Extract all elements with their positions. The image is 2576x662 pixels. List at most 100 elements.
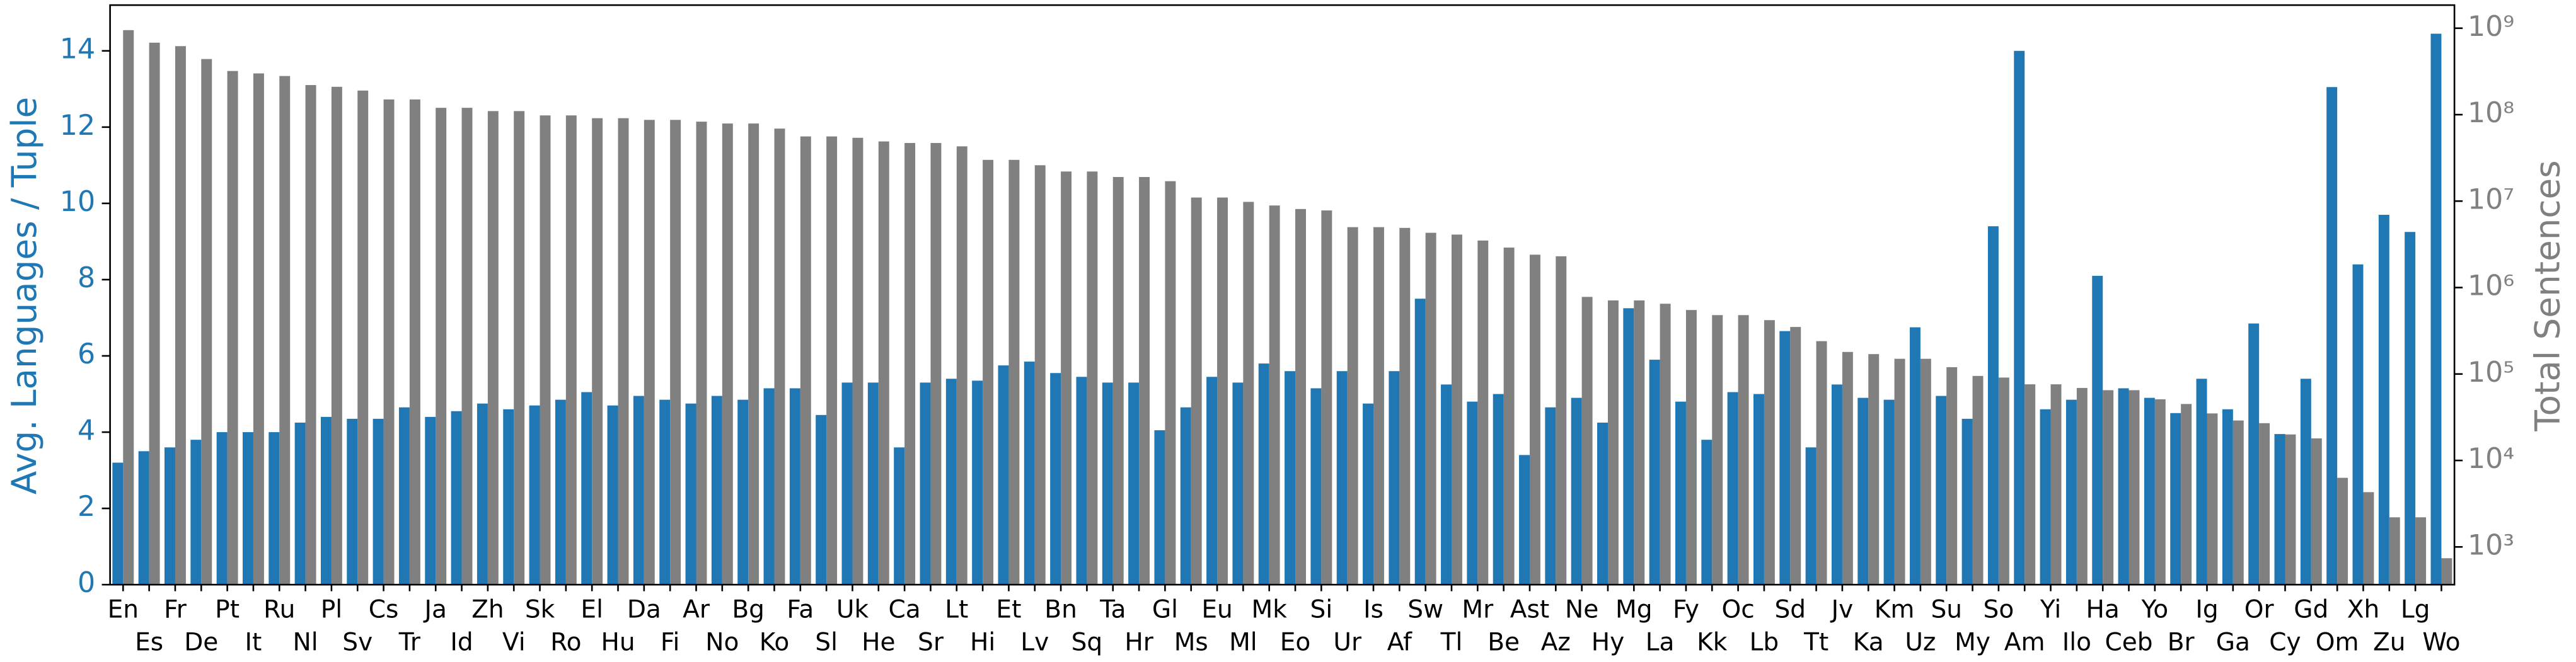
bar <box>1701 440 1713 585</box>
bar <box>644 120 655 585</box>
bar <box>540 115 551 585</box>
x-tick-label: Ru <box>263 595 295 624</box>
x-tick-label: Ro <box>550 629 581 657</box>
x-tick-label: Br <box>2168 629 2195 657</box>
bar <box>2014 50 2025 585</box>
bar <box>1087 171 1098 585</box>
bar <box>2128 390 2140 585</box>
bar <box>1581 297 1593 585</box>
bar <box>1868 354 1880 585</box>
x-tick-label: Id <box>450 629 473 657</box>
bar <box>1243 202 1254 585</box>
bar <box>1545 407 1556 585</box>
bar <box>2300 379 2311 585</box>
bar <box>1790 327 1801 585</box>
x-tick-label: Ko <box>760 629 790 657</box>
bar <box>529 405 540 585</box>
bar <box>1529 254 1540 585</box>
bar <box>1519 455 1530 585</box>
bar <box>2181 404 2192 585</box>
x-tick-label: Sw <box>1407 595 1443 624</box>
bar <box>2352 264 2364 585</box>
bar <box>1961 418 1973 585</box>
x-tick-label: Ga <box>2216 629 2250 657</box>
x-tick-label: Vi <box>502 629 526 657</box>
bar <box>852 137 863 585</box>
bar <box>357 90 369 585</box>
bar <box>1894 358 1905 585</box>
bar <box>956 146 967 585</box>
bar <box>878 141 889 585</box>
bar <box>398 407 410 585</box>
bar <box>2274 434 2285 585</box>
bar <box>945 379 957 585</box>
bar <box>998 365 1009 585</box>
x-tick-label: Ml <box>1229 629 1257 657</box>
x-tick-label: Ur <box>1333 629 1362 657</box>
x-tick-label: Mk <box>1252 595 1288 624</box>
bar <box>242 432 253 585</box>
bar <box>1493 394 1504 585</box>
bar <box>1987 226 1999 585</box>
x-tick-label: Or <box>2244 595 2275 624</box>
y-tick-label: 0 <box>78 567 95 599</box>
bar <box>1685 310 1697 585</box>
bar <box>1034 165 1046 585</box>
bar <box>659 399 671 585</box>
x-tick-label: Is <box>1363 595 1383 624</box>
bar <box>2337 477 2348 585</box>
bar <box>2285 434 2296 585</box>
x-tick-label: Mr <box>1462 595 1494 624</box>
x-tick-label: Bn <box>1044 595 1077 624</box>
x-tick-label: Lb <box>1750 629 1779 657</box>
bar <box>2076 387 2088 585</box>
bar <box>373 418 384 585</box>
bar <box>1217 197 1228 585</box>
x-tick-label: Am <box>2004 629 2045 657</box>
bar <box>826 136 838 585</box>
bar <box>1112 177 1124 585</box>
bar <box>1180 407 1191 585</box>
y-tick-label: 8 <box>78 262 95 294</box>
bar <box>1321 210 1332 585</box>
bar <box>1206 377 1218 585</box>
bar <box>1102 382 1113 585</box>
y2-tick-label: 10⁹ <box>2468 11 2514 43</box>
x-tick-label: Ha <box>2086 595 2120 624</box>
bar <box>1399 227 1411 585</box>
y-tick-label: 2 <box>78 491 95 523</box>
bar <box>1649 360 1660 585</box>
bar <box>2232 420 2244 585</box>
x-tick-label: Ig <box>2195 595 2218 624</box>
bar <box>816 414 827 585</box>
x-tick-label: Yi <box>2040 595 2061 624</box>
bar <box>1310 388 1322 585</box>
bar <box>1347 227 1358 585</box>
y2-tick-label: 10⁷ <box>2468 183 2514 215</box>
bar <box>503 409 514 585</box>
x-tick-label: Tt <box>1803 629 1828 657</box>
bar <box>555 399 566 585</box>
x-tick-label: Fi <box>661 629 680 657</box>
bar <box>1909 327 1920 585</box>
y-tick-label: 4 <box>78 414 95 447</box>
bar <box>2118 388 2129 585</box>
y2-axis-title: Total Sentences <box>2527 160 2567 431</box>
bar <box>1008 159 1020 585</box>
bar <box>565 115 577 585</box>
bar <box>581 392 592 585</box>
bar <box>1998 377 2009 585</box>
bar <box>722 123 733 585</box>
bar <box>1597 422 1608 585</box>
bar <box>514 111 525 585</box>
bar <box>1258 363 1269 585</box>
bar <box>1831 384 1842 585</box>
bar <box>748 123 760 585</box>
bar <box>2326 87 2338 585</box>
bar <box>2040 409 2051 585</box>
y-axis-title: Avg. Languages / Tuple <box>4 97 44 494</box>
bar <box>983 159 994 585</box>
bar <box>1607 300 1619 585</box>
bar <box>2103 390 2114 585</box>
x-tick-label: Ms <box>1174 629 1208 657</box>
